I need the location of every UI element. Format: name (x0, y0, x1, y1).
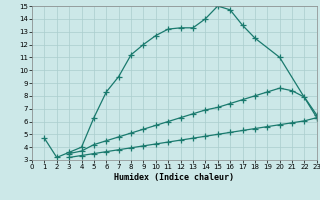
X-axis label: Humidex (Indice chaleur): Humidex (Indice chaleur) (115, 173, 234, 182)
